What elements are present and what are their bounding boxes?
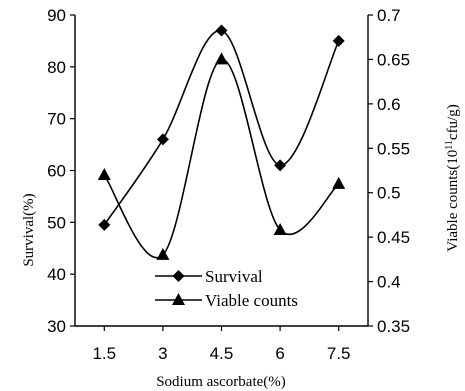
right-y-tick-label: 0.5 [377, 184, 401, 203]
series-line-viable-counts [103, 58, 340, 259]
series-layer [97, 24, 346, 260]
legend-survival-label: Survival [205, 267, 263, 286]
x-tick-label: 6 [275, 344, 284, 363]
left-y-tick-label: 90 [47, 6, 66, 25]
right-y-ticks: 0.35 0.4 0.45 0.5 0.55 0.6 0.65 0.7 [368, 6, 410, 336]
data-point-viable-counts [273, 223, 287, 236]
x-tick-label: 7.5 [327, 344, 351, 363]
legend: Survival Viable counts [155, 267, 298, 310]
left-y-tick-label: 80 [47, 58, 66, 77]
legend-viable-label: Viable counts [205, 291, 298, 310]
right-y-tick-label: 0.55 [377, 139, 410, 158]
x-tick-label: 3 [158, 344, 167, 363]
data-point-survival [98, 218, 111, 231]
left-y-tick-label: 30 [47, 317, 66, 336]
right-y-tick-label: 0.7 [377, 6, 401, 25]
right-y-label-suffix: cfu/g) [445, 104, 461, 140]
right-y-label-superscript: 11 [444, 140, 455, 150]
right-y-label-prefix: Viable counts(10 [445, 150, 461, 252]
data-point-viable-counts [332, 176, 346, 189]
right-y-tick-label: 0.45 [377, 228, 410, 247]
right-y-tick-label: 0.6 [377, 95, 401, 114]
data-point-survival [274, 159, 287, 172]
data-point-viable-counts [215, 52, 228, 65]
right-y-axis-label: Viable counts(1011cfu/g) [444, 104, 462, 251]
right-y-tick-label: 0.35 [377, 317, 410, 336]
x-axis-label: Sodium ascorbate(%) [156, 374, 286, 390]
data-point-survival [332, 34, 345, 47]
data-point-survival [215, 24, 228, 37]
right-y-tick-label: 0.65 [377, 50, 410, 69]
left-y-axis-label: Survival(%) [21, 193, 37, 266]
right-y-tick-label: 0.4 [377, 273, 401, 292]
left-y-tick-label: 70 [47, 110, 66, 129]
left-y-ticks: 30 40 50 60 70 80 90 [47, 6, 75, 336]
x-tick-label: 1.5 [92, 344, 116, 363]
left-y-tick-label: 40 [47, 265, 66, 284]
legend-viable-marker [172, 293, 185, 305]
series-line-survival [103, 29, 340, 226]
left-y-tick-label: 50 [47, 213, 66, 232]
data-point-survival [156, 133, 169, 146]
x-tick-label: 4.5 [210, 344, 234, 363]
data-point-viable-counts [156, 247, 170, 260]
legend-survival-marker [172, 270, 185, 282]
x-ticks: 1.5 3 4.5 6 7.5 [92, 326, 351, 363]
left-y-tick-label: 60 [47, 162, 66, 181]
data-point-viable-counts [97, 167, 111, 180]
